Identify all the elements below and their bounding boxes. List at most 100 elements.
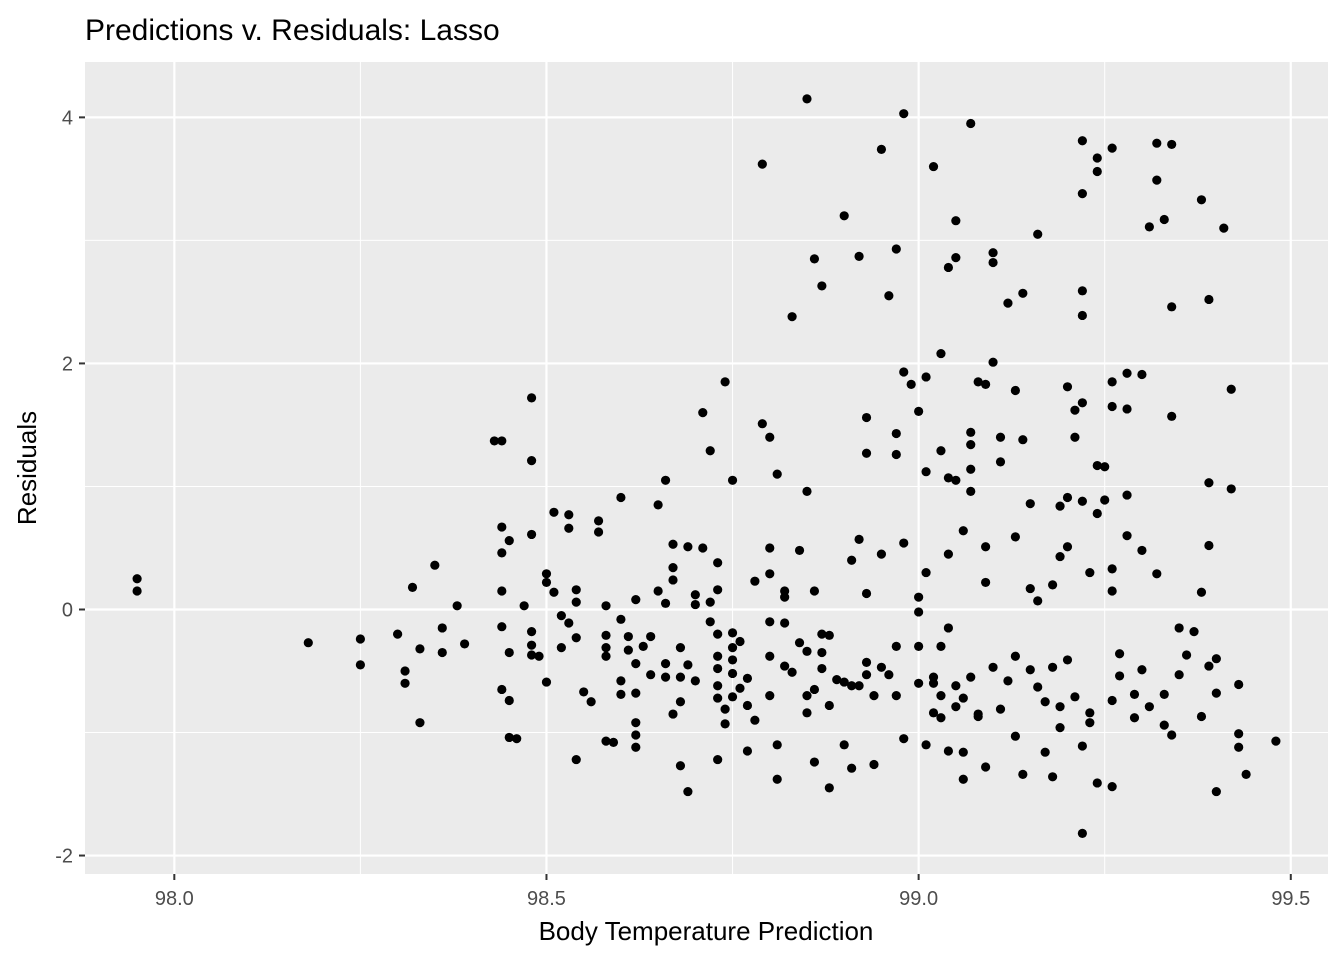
data-point bbox=[995, 432, 1006, 442]
plot-panel bbox=[85, 62, 1328, 874]
data-point bbox=[519, 601, 529, 611]
data-point bbox=[891, 244, 901, 254]
data-point bbox=[1211, 654, 1221, 664]
data-point bbox=[705, 597, 715, 607]
data-point bbox=[616, 492, 626, 503]
data-point bbox=[809, 757, 820, 767]
data-point bbox=[1107, 695, 1117, 706]
data-point bbox=[1226, 484, 1236, 494]
data-point bbox=[869, 759, 879, 770]
data-point bbox=[824, 783, 834, 793]
data-point bbox=[1062, 382, 1073, 392]
data-point bbox=[854, 681, 864, 691]
data-point bbox=[966, 427, 976, 437]
data-point bbox=[861, 588, 872, 599]
data-point bbox=[861, 412, 872, 423]
data-point bbox=[1100, 462, 1110, 472]
data-point bbox=[497, 436, 507, 446]
data-point bbox=[1100, 495, 1110, 505]
data-point bbox=[958, 526, 968, 536]
data-point bbox=[541, 569, 552, 579]
x-axis-title: Body Temperature Prediction bbox=[539, 916, 874, 946]
data-point bbox=[876, 144, 887, 154]
data-point bbox=[966, 464, 976, 474]
y-tick-label: 2 bbox=[62, 353, 73, 375]
data-point bbox=[943, 746, 954, 756]
data-point bbox=[623, 631, 633, 642]
data-point bbox=[638, 641, 648, 651]
data-point bbox=[713, 693, 723, 703]
data-point bbox=[1152, 138, 1162, 148]
data-point bbox=[1033, 596, 1043, 606]
data-point bbox=[526, 640, 537, 650]
data-point bbox=[1122, 404, 1132, 414]
data-point bbox=[1010, 532, 1020, 542]
data-point bbox=[579, 687, 589, 697]
data-point bbox=[839, 740, 849, 750]
data-point bbox=[966, 118, 976, 129]
x-tick-label: 99.5 bbox=[1271, 888, 1310, 910]
data-point bbox=[1055, 551, 1065, 562]
data-point bbox=[772, 740, 782, 750]
data-point bbox=[958, 693, 968, 703]
data-point bbox=[899, 538, 909, 548]
data-point bbox=[616, 614, 626, 624]
data-point bbox=[802, 94, 812, 104]
data-point bbox=[1092, 166, 1102, 177]
data-point bbox=[720, 377, 730, 387]
data-point bbox=[526, 627, 537, 637]
data-point bbox=[943, 262, 954, 273]
data-point bbox=[593, 527, 604, 537]
data-point bbox=[847, 681, 857, 691]
data-point bbox=[951, 216, 961, 226]
data-point bbox=[690, 599, 700, 610]
data-point bbox=[534, 651, 544, 661]
data-point bbox=[1092, 153, 1102, 163]
data-point bbox=[698, 543, 708, 553]
data-point bbox=[1226, 384, 1236, 394]
data-point bbox=[1167, 302, 1177, 312]
data-point bbox=[1107, 143, 1117, 153]
data-point bbox=[512, 734, 522, 744]
data-point bbox=[1204, 294, 1214, 305]
data-point bbox=[705, 617, 715, 627]
data-point bbox=[1234, 679, 1244, 690]
data-point bbox=[690, 676, 700, 686]
data-point bbox=[1018, 288, 1028, 298]
data-point bbox=[891, 449, 901, 460]
data-point bbox=[802, 486, 812, 496]
data-point bbox=[675, 672, 686, 682]
data-point bbox=[727, 655, 738, 665]
data-point bbox=[921, 372, 931, 382]
data-point bbox=[936, 691, 946, 701]
data-point bbox=[497, 622, 507, 632]
data-point bbox=[1211, 786, 1221, 797]
data-point bbox=[981, 762, 991, 772]
data-point bbox=[631, 595, 641, 605]
data-point bbox=[452, 601, 462, 611]
data-point bbox=[713, 558, 723, 568]
data-point bbox=[526, 456, 537, 466]
data-point bbox=[1003, 676, 1013, 686]
data-point bbox=[1137, 665, 1147, 675]
data-point bbox=[943, 623, 954, 633]
data-point bbox=[1241, 769, 1251, 779]
data-point bbox=[1107, 564, 1117, 574]
data-point bbox=[891, 691, 901, 701]
data-point bbox=[765, 543, 775, 553]
data-point bbox=[1107, 782, 1117, 792]
data-point bbox=[735, 683, 745, 693]
data-point bbox=[690, 590, 700, 600]
data-point bbox=[675, 761, 686, 771]
data-point bbox=[713, 754, 723, 765]
data-point bbox=[564, 618, 574, 628]
data-point bbox=[921, 740, 931, 750]
chart-title: Predictions v. Residuals: Lasso bbox=[85, 14, 500, 47]
data-point bbox=[802, 646, 812, 656]
data-point bbox=[742, 746, 753, 756]
data-point bbox=[1129, 713, 1140, 723]
data-point bbox=[884, 670, 894, 680]
data-point bbox=[705, 446, 715, 456]
data-point bbox=[668, 709, 678, 719]
